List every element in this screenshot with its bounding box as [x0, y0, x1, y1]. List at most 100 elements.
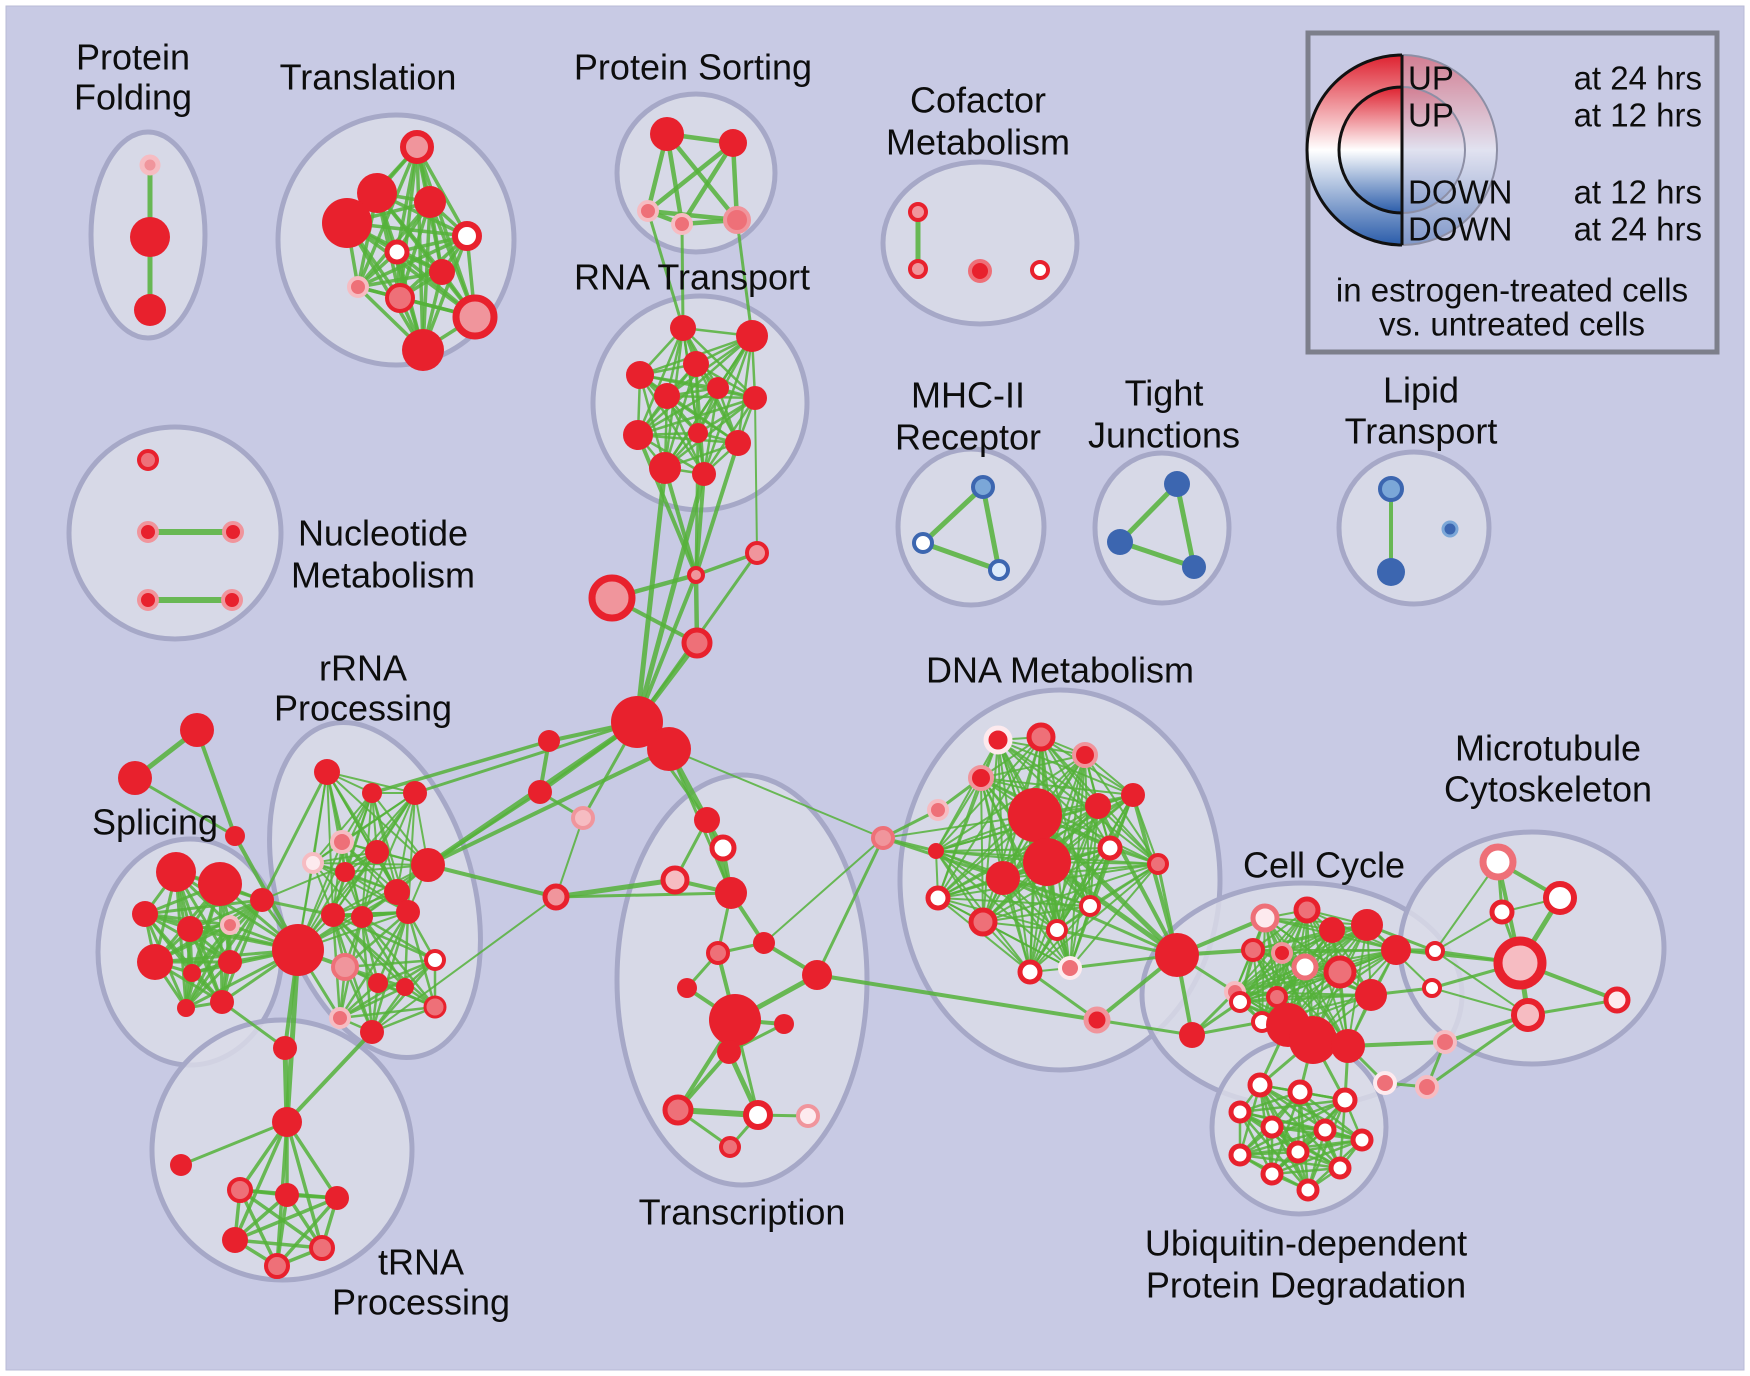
network-edge: [233, 1238, 324, 1250]
network-node: [1026, 722, 1056, 752]
network-edge: [645, 140, 736, 214]
network-node: [538, 730, 560, 752]
network-edge: [1238, 1153, 1342, 1170]
cluster-label-lipid-transport: Lipid: [1383, 370, 1459, 411]
network-node: [360, 1020, 384, 1044]
network-node: [396, 900, 420, 924]
network-edge: [1096, 804, 1179, 957]
network-node: [988, 559, 1010, 581]
network-node: [688, 423, 708, 443]
network-node: [637, 200, 659, 222]
legend-row-label-1: UP: [1408, 97, 1454, 134]
network-node: [137, 944, 173, 980]
cluster-label-rna-transport: RNA Transport: [574, 257, 810, 298]
network-edge: [370, 739, 551, 795]
network-edge: [1238, 1110, 1274, 1176]
network-edge: [331, 913, 437, 962]
network-node: [802, 960, 832, 990]
network-edge: [260, 898, 335, 917]
cluster-label-cofactor-metabolism: Cofactor: [910, 80, 1046, 121]
network-node: [1289, 1016, 1337, 1064]
network-edge: [1425, 1013, 1530, 1089]
network-node: [983, 725, 1013, 755]
network-node: [177, 916, 203, 942]
network-node: [1433, 1030, 1457, 1054]
network-edge: [370, 910, 410, 1034]
network-node: [1425, 941, 1445, 961]
legend-inner-right-outline: [1401, 86, 1466, 214]
network-node: [396, 978, 414, 996]
network-edge: [1281, 949, 1397, 954]
cluster-label-lipid-transport: Transport: [1345, 411, 1498, 452]
cluster-label-protein-folding: Folding: [74, 77, 192, 118]
network-node: [1377, 558, 1405, 586]
network-node: [1296, 1178, 1320, 1202]
network-edge: [634, 465, 668, 725]
network-edge: [815, 973, 1099, 1022]
network-edge: [1028, 970, 1099, 1022]
network-edge: [920, 540, 1002, 573]
network-node: [1286, 1140, 1310, 1164]
network-edge: [920, 484, 986, 546]
network-edge: [326, 771, 416, 794]
network-node: [452, 221, 482, 251]
legend-outer-left-outline: [1305, 53, 1403, 247]
network-edge: [312, 862, 429, 866]
network-edge: [356, 145, 419, 289]
cluster-cofactor-metabolism: [880, 159, 1080, 327]
network-edge: [636, 326, 685, 437]
network-node: [694, 807, 720, 833]
network-node: [221, 589, 243, 611]
network-edge: [636, 433, 740, 445]
network-edge: [935, 777, 982, 852]
network-node: [264, 1253, 290, 1279]
network-node: [623, 420, 653, 450]
network-node: [183, 964, 201, 982]
network-edge: [694, 362, 740, 445]
legend-row-time-2: at 12 hrs: [1574, 174, 1702, 211]
network-edge: [343, 958, 437, 969]
network-node: [626, 361, 654, 389]
cluster-label-mhc-ii-receptor: MHC-II: [911, 375, 1025, 416]
network-node: [774, 1014, 794, 1034]
network-node: [1328, 1156, 1352, 1180]
network-node: [1351, 909, 1383, 941]
cluster-label-ubiquitin-degradation: Ubiquitin-dependent: [1145, 1223, 1467, 1264]
network-edge: [980, 777, 1159, 865]
network-node: [912, 532, 934, 554]
network-edge: [1270, 1138, 1364, 1176]
network-edge: [937, 897, 1058, 931]
network-edge: [1252, 924, 1368, 951]
network-node: [736, 320, 768, 352]
network-node: [1441, 520, 1459, 538]
cluster-label-protein-folding: Protein: [76, 37, 190, 78]
network-node: [424, 949, 446, 971]
network-edge: [937, 777, 982, 899]
network-node: [1182, 555, 1206, 579]
network-node: [968, 765, 994, 791]
network-edge: [638, 373, 757, 400]
network-node: [709, 994, 761, 1046]
network-edge: [1089, 805, 1099, 907]
network-node: [403, 781, 427, 805]
network-node: [250, 888, 274, 912]
network-node: [411, 848, 445, 882]
network-node: [1489, 899, 1515, 925]
network-node: [971, 475, 995, 499]
network-edge: [980, 777, 1134, 796]
network-node: [1422, 978, 1442, 998]
network-edge: [663, 396, 757, 470]
network-node: [647, 727, 691, 771]
node-layer: [118, 117, 1631, 1279]
network-node: [1543, 881, 1577, 915]
network-node: [1228, 1100, 1252, 1124]
network-edge: [754, 397, 758, 554]
legend-inner-left-outline: [1337, 85, 1403, 215]
network-edge: [396, 792, 416, 893]
cluster-label-transcription: Transcription: [639, 1192, 846, 1233]
network-node: [132, 901, 158, 927]
network-edge: [937, 847, 1111, 899]
network-node: [272, 924, 324, 976]
network-node: [1260, 1115, 1284, 1139]
legend-caption-line-0: in estrogen-treated cells: [1336, 272, 1688, 309]
